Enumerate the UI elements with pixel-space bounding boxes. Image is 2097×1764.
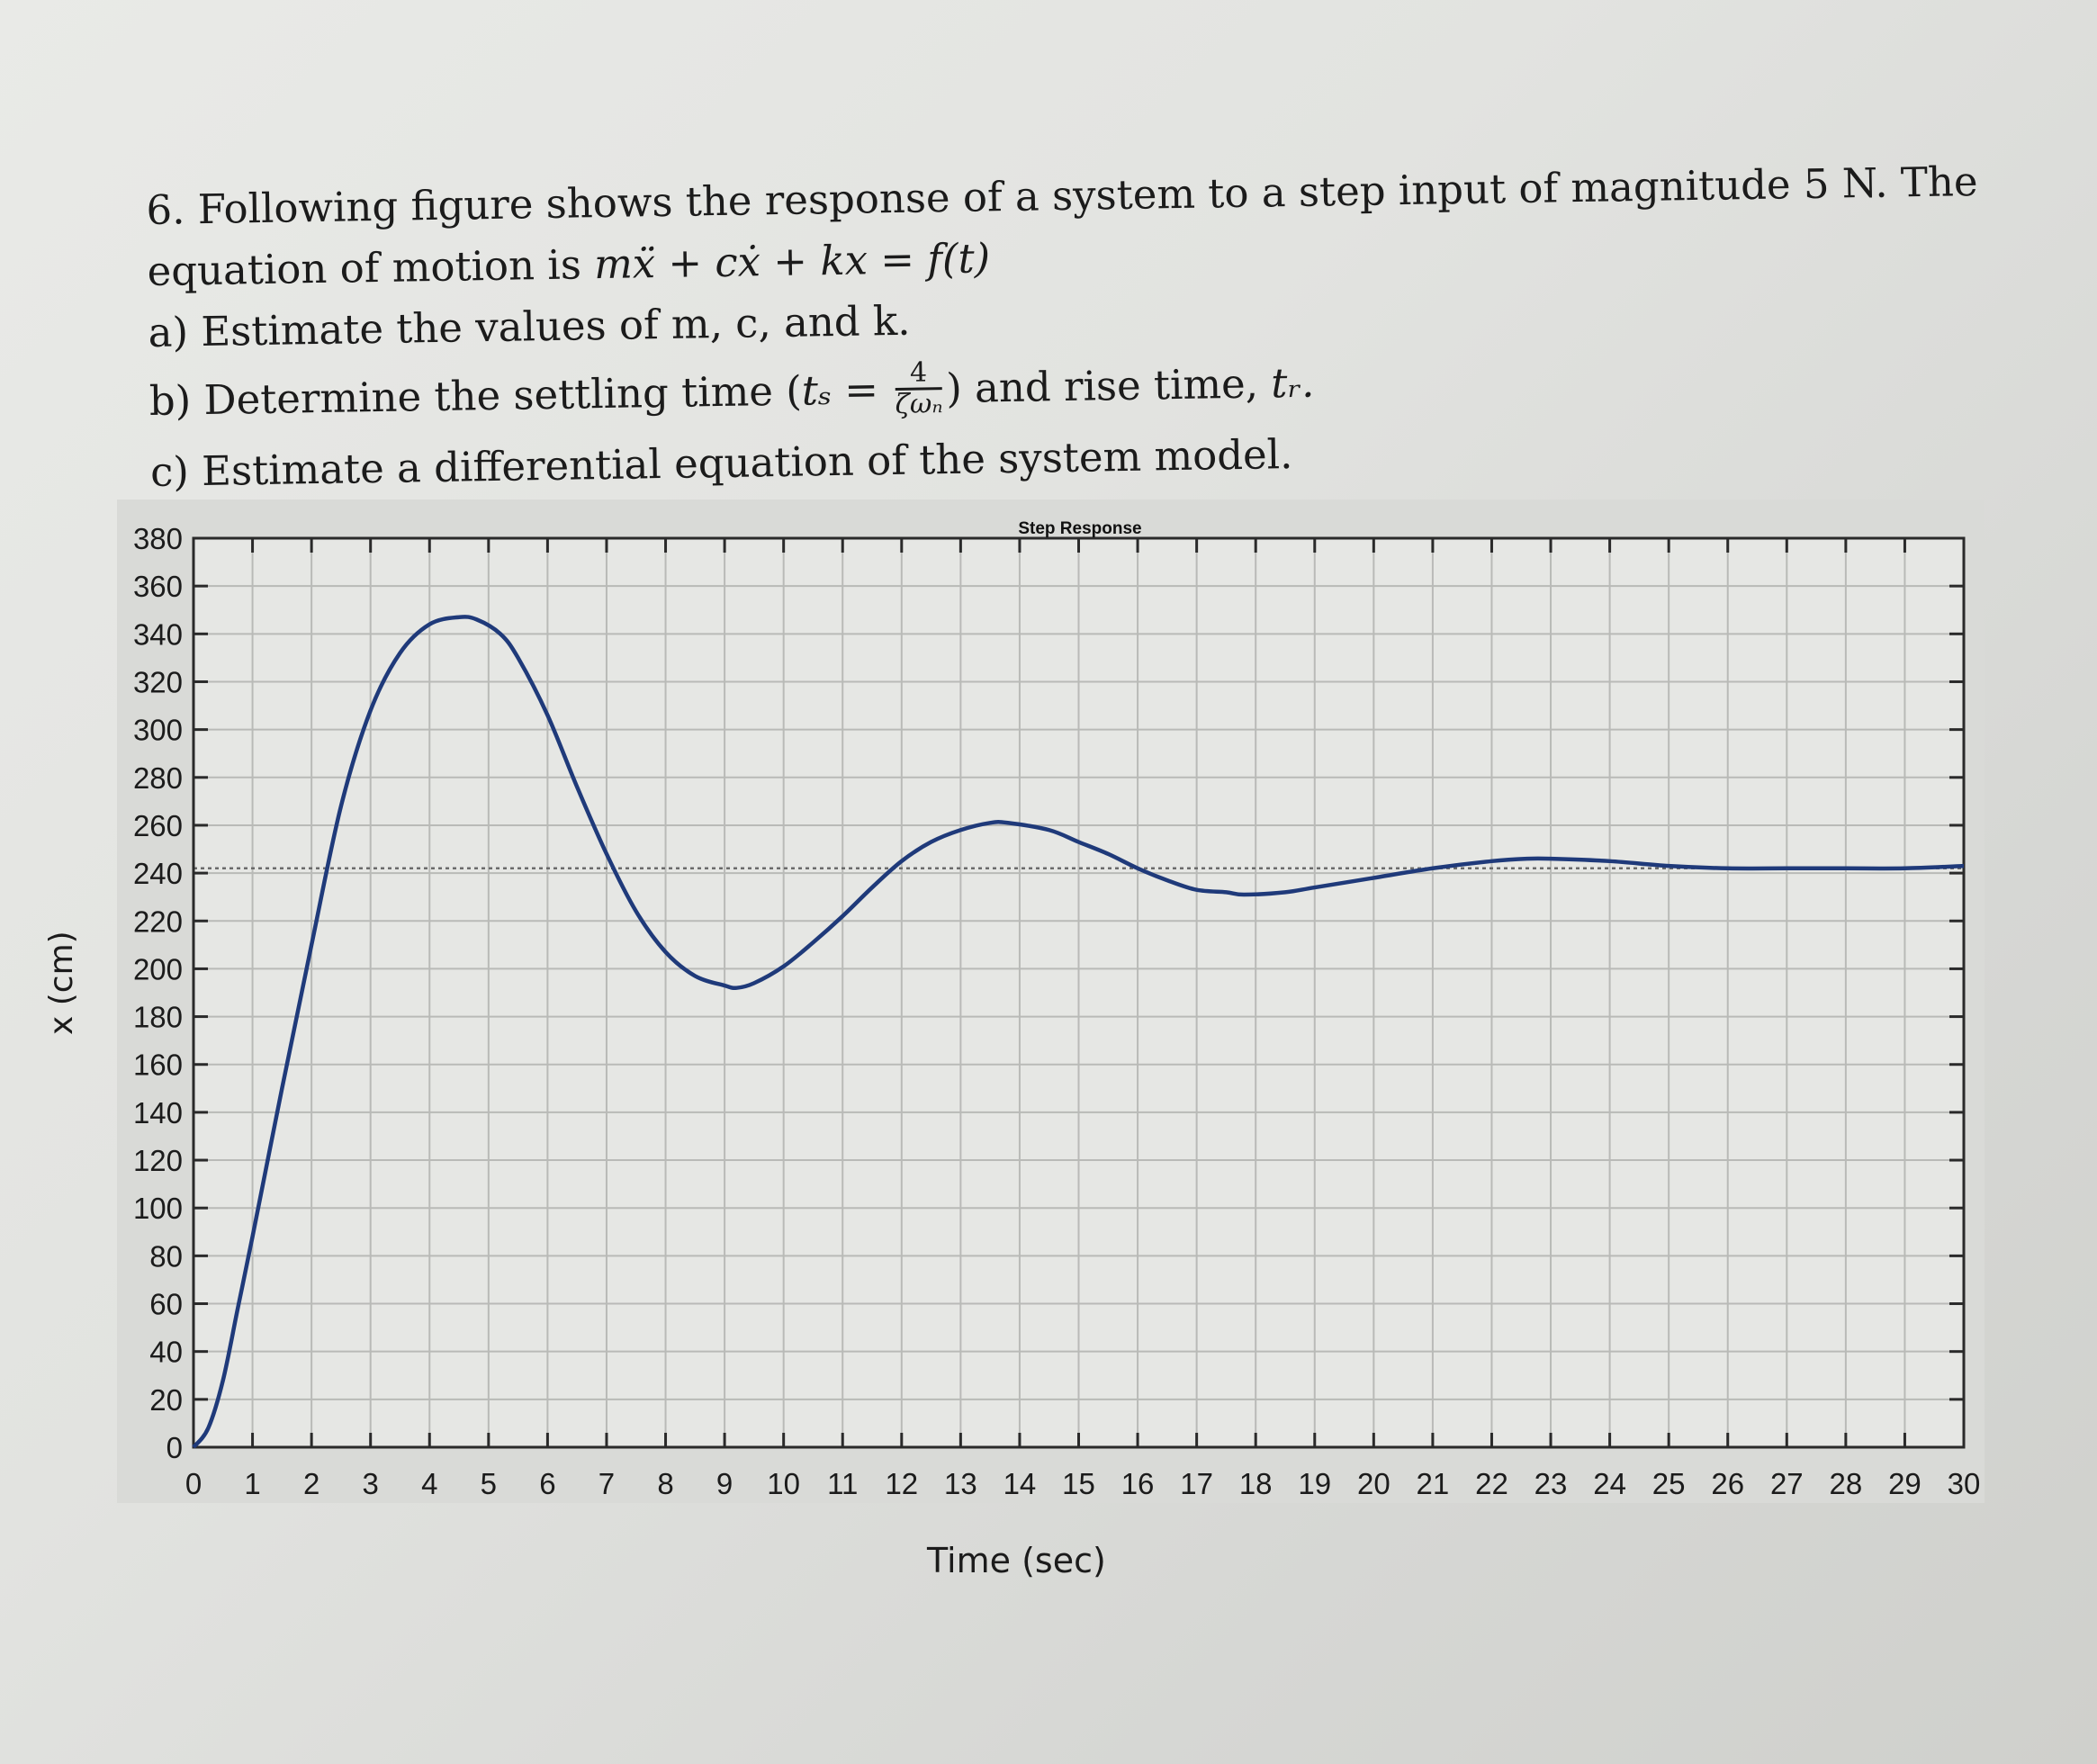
y-tick-label: 140 [133,1096,183,1130]
y-axis-label: x (cm) [43,931,80,1035]
x-tick-label: 18 [1239,1467,1273,1500]
x-tick-label: 25 [1652,1467,1686,1500]
y-tick-label: 320 [133,665,183,698]
x-tick-label: 5 [481,1467,497,1500]
y-tick-label: 0 [166,1431,183,1464]
y-tick-label: 100 [133,1192,183,1225]
x-tick-label: 9 [716,1467,733,1500]
x-tick-label: 26 [1711,1467,1744,1500]
x-tick-label: 0 [185,1467,202,1500]
y-tick-label: 260 [133,809,183,842]
y-tick-label: 80 [149,1239,183,1273]
axes-frame [192,536,1966,1449]
response-curve [192,615,1965,1449]
x-tick-label: 30 [1948,1467,1981,1500]
x-tick-label: 6 [539,1467,555,1500]
y-tick-label: 280 [133,761,183,795]
x-tick-label: 13 [944,1467,977,1500]
x-tick-label: 16 [1121,1467,1155,1500]
x-tick-label: 2 [303,1467,320,1500]
x-tick-label: 15 [1062,1467,1095,1500]
x-tick-label: 11 [827,1467,858,1500]
y-tick-label: 40 [149,1336,183,1369]
y-tick-label: 220 [133,904,183,938]
x-tick-label: 24 [1593,1467,1626,1500]
y-tick-label: 180 [133,1001,183,1034]
x-tick-label: 12 [885,1467,918,1500]
x-tick-label: 19 [1298,1467,1331,1500]
x-tick-label: 8 [657,1467,673,1500]
y-tick-label: 200 [133,952,183,986]
y-tick-label: 60 [149,1288,183,1321]
y-tick-label: 20 [149,1383,183,1417]
x-tick-label: 20 [1357,1467,1390,1500]
y-tick-label: 340 [133,617,183,651]
x-tick-label: 29 [1888,1467,1922,1500]
y-tick-label: 380 [133,522,183,555]
y-tick-label: 300 [133,714,183,747]
y-tick-label: 120 [133,1144,183,1177]
x-axis-label: Time (sec) [927,1541,1106,1580]
chart-title: Step Response [1018,519,1142,538]
x-tick-label: 27 [1770,1467,1804,1500]
y-tick-label: 160 [133,1048,183,1082]
x-tick-label: 7 [598,1467,615,1500]
x-tick-label: 3 [363,1467,379,1500]
x-tick-label: 23 [1534,1467,1568,1500]
x-tick-label: 22 [1475,1467,1508,1500]
x-tick-label: 14 [1004,1467,1037,1500]
y-tick-label: 240 [133,857,183,890]
x-tick-label: 4 [421,1467,437,1500]
x-tick-label: 10 [767,1467,800,1500]
x-tick-label: 17 [1180,1467,1213,1500]
x-tick-label: 1 [244,1467,260,1500]
x-tick-label: 28 [1830,1467,1863,1500]
y-tick-label: 360 [133,570,183,603]
x-tick-label: 21 [1417,1467,1450,1500]
